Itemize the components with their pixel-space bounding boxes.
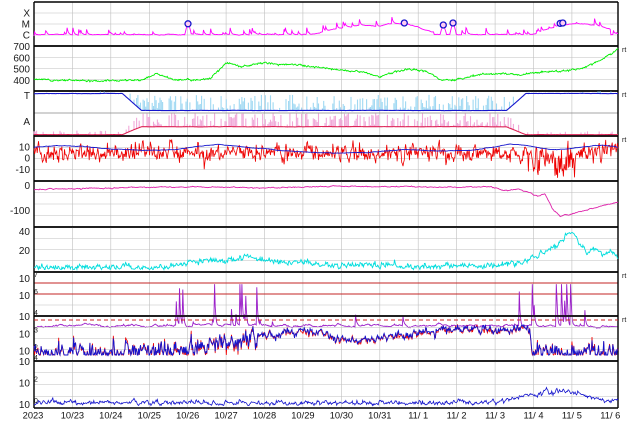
svg-text:20: 20 — [19, 246, 31, 257]
svg-text:10/24: 10/24 — [99, 411, 122, 421]
svg-text:11/ 1: 11/ 1 — [408, 411, 428, 421]
svg-text:10: 10 — [19, 312, 31, 323]
svg-text:11/ 6: 11/ 6 — [600, 411, 620, 421]
svg-text:T: T — [24, 91, 30, 102]
svg-text:6: 6 — [34, 289, 38, 296]
svg-text:11/ 3: 11/ 3 — [485, 411, 505, 421]
svg-text:-100: -100 — [10, 206, 30, 217]
svg-text:0: 0 — [24, 154, 30, 165]
svg-text:0: 0 — [24, 181, 30, 192]
svg-text:A: A — [23, 117, 30, 128]
svg-text:rt: rt — [622, 137, 626, 144]
svg-text:400: 400 — [13, 76, 30, 87]
svg-text:rt: rt — [622, 47, 626, 54]
svg-text:10: 10 — [19, 379, 31, 390]
svg-text:700: 700 — [13, 42, 30, 53]
svg-text:40: 40 — [19, 227, 31, 238]
svg-text:500: 500 — [13, 65, 30, 76]
svg-text:11/ 2: 11/ 2 — [447, 411, 467, 421]
svg-text:10: 10 — [19, 274, 31, 285]
svg-text:10: 10 — [19, 329, 31, 340]
svg-text:2: 2 — [34, 377, 38, 384]
svg-text:7: 7 — [34, 272, 38, 279]
svg-text:10/27: 10/27 — [214, 411, 237, 421]
svg-text:2023: 2023 — [23, 411, 44, 421]
svg-text:10: 10 — [19, 347, 31, 358]
svg-text:10/31: 10/31 — [368, 411, 391, 421]
svg-text:11/ 4: 11/ 4 — [524, 411, 544, 421]
svg-text:C: C — [23, 31, 30, 42]
svg-text:600: 600 — [13, 53, 30, 64]
svg-text:10: 10 — [19, 142, 31, 153]
svg-text:10: 10 — [19, 357, 31, 368]
svg-text:2: 2 — [34, 345, 38, 352]
svg-text:-10: -10 — [16, 165, 31, 176]
svg-text:10/23: 10/23 — [61, 411, 84, 421]
svg-text:10/30: 10/30 — [330, 411, 353, 421]
svg-text:X: X — [23, 9, 30, 20]
svg-text:10/26: 10/26 — [176, 411, 199, 421]
svg-text:rt: rt — [622, 92, 626, 99]
svg-text:11/ 5: 11/ 5 — [562, 411, 582, 421]
svg-text:4: 4 — [34, 310, 38, 317]
svg-text:3: 3 — [34, 327, 38, 334]
svg-text:10/28: 10/28 — [253, 411, 276, 421]
svg-text:10/29: 10/29 — [291, 411, 314, 421]
svg-text:0: 0 — [34, 398, 38, 405]
svg-text:rt: rt — [622, 317, 626, 324]
svg-text:4: 4 — [34, 355, 38, 362]
svg-text:10/25: 10/25 — [138, 411, 161, 421]
svg-text:rt: rt — [622, 273, 626, 280]
svg-text:10: 10 — [19, 291, 31, 302]
svg-text:10: 10 — [19, 400, 31, 411]
svg-text:M: M — [22, 20, 30, 31]
